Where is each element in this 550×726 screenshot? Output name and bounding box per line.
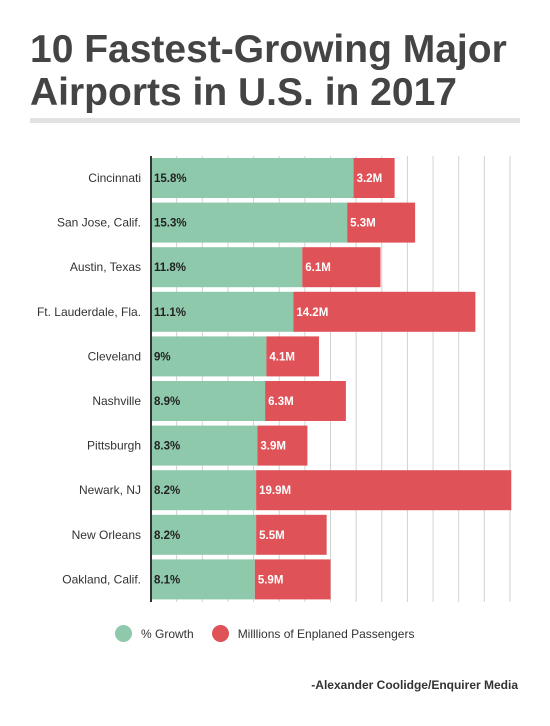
bar-growth xyxy=(151,514,257,555)
data-label-growth: 8.9% xyxy=(154,396,180,408)
data-label-growth: 15.8% xyxy=(154,173,187,185)
data-label-passengers: 3.2M xyxy=(357,173,383,185)
bar-growth xyxy=(151,247,303,288)
data-label-passengers: 4.1M xyxy=(269,351,295,363)
data-label-growth: 9% xyxy=(154,351,171,363)
bar-growth xyxy=(151,559,255,600)
bar-growth xyxy=(151,202,348,243)
bar-passengers xyxy=(347,202,416,243)
data-label-passengers: 5.5M xyxy=(259,530,285,542)
bar-passengers xyxy=(293,291,476,332)
category-label: New Orleans xyxy=(72,528,141,542)
bar-passengers xyxy=(265,381,346,421)
legend-item-passengers: Milllions of Enplaned Passengers xyxy=(211,625,415,642)
category-label: Nashville xyxy=(92,394,141,408)
bar-growth xyxy=(151,336,267,377)
category-label: San Jose, Calif. xyxy=(57,216,141,230)
bar-passengers xyxy=(257,425,308,466)
data-label-growth: 8.2% xyxy=(154,485,180,497)
title-divider xyxy=(30,118,520,123)
bar-growth xyxy=(151,381,266,421)
data-label-passengers: 5.9M xyxy=(258,574,284,586)
bar-passengers xyxy=(302,247,381,288)
bar-passengers xyxy=(266,336,319,377)
data-label-growth: 11.1% xyxy=(154,307,186,319)
data-label-growth: 8.2% xyxy=(154,530,180,542)
bar-passengers xyxy=(254,559,331,600)
category-label: Ft. Lauderdale, Fla. xyxy=(37,305,141,319)
chart-title: 10 Fastest-Growing Major Airports in U.S… xyxy=(30,28,507,114)
bar-passengers xyxy=(256,470,512,511)
category-label: Cleveland xyxy=(88,349,141,363)
bar-chart: Cincinnati 15.8% 3.2M San Jose, Calif. 15.3%… xyxy=(37,156,512,602)
data-label-growth: 8.1% xyxy=(154,574,180,586)
bar-passengers xyxy=(256,514,327,555)
data-label-passengers: 5.3M xyxy=(350,218,376,230)
category-label: Austin, Texas xyxy=(70,260,141,274)
legend: % Growth Milllions of Enplaned Passenger… xyxy=(115,625,432,642)
data-label-passengers: 3.9M xyxy=(260,441,286,453)
category-label: Cincinnati xyxy=(88,171,141,185)
data-label-passengers: 6.1M xyxy=(305,262,331,274)
legend-swatch-growth xyxy=(115,625,132,642)
category-label: Newark, NJ xyxy=(79,483,141,497)
data-label-passengers: 19.9M xyxy=(259,485,291,497)
legend-item-growth: % Growth xyxy=(115,625,194,642)
data-label-growth: 15.3% xyxy=(154,218,187,230)
data-label-passengers: 14.2M xyxy=(296,307,328,319)
legend-swatch-passengers xyxy=(211,625,229,642)
data-label-passengers: 6.3M xyxy=(268,396,294,408)
category-label: Oakland, Calif. xyxy=(62,572,141,586)
category-label: Pittsburgh xyxy=(87,439,141,453)
legend-label-passengers: Milllions of Enplaned Passengers xyxy=(237,626,415,641)
data-label-growth: 11.8% xyxy=(154,262,186,274)
bar-growth xyxy=(151,158,354,198)
bar-passengers xyxy=(353,158,395,198)
bar-growth xyxy=(151,470,257,511)
legend-label-growth: % Growth xyxy=(141,626,194,641)
bar-growth xyxy=(151,291,294,332)
credit-line: -Alexander Coolidge/Enquirer Media xyxy=(311,678,518,692)
bar-growth xyxy=(151,425,258,466)
data-label-growth: 8.3% xyxy=(154,441,180,453)
